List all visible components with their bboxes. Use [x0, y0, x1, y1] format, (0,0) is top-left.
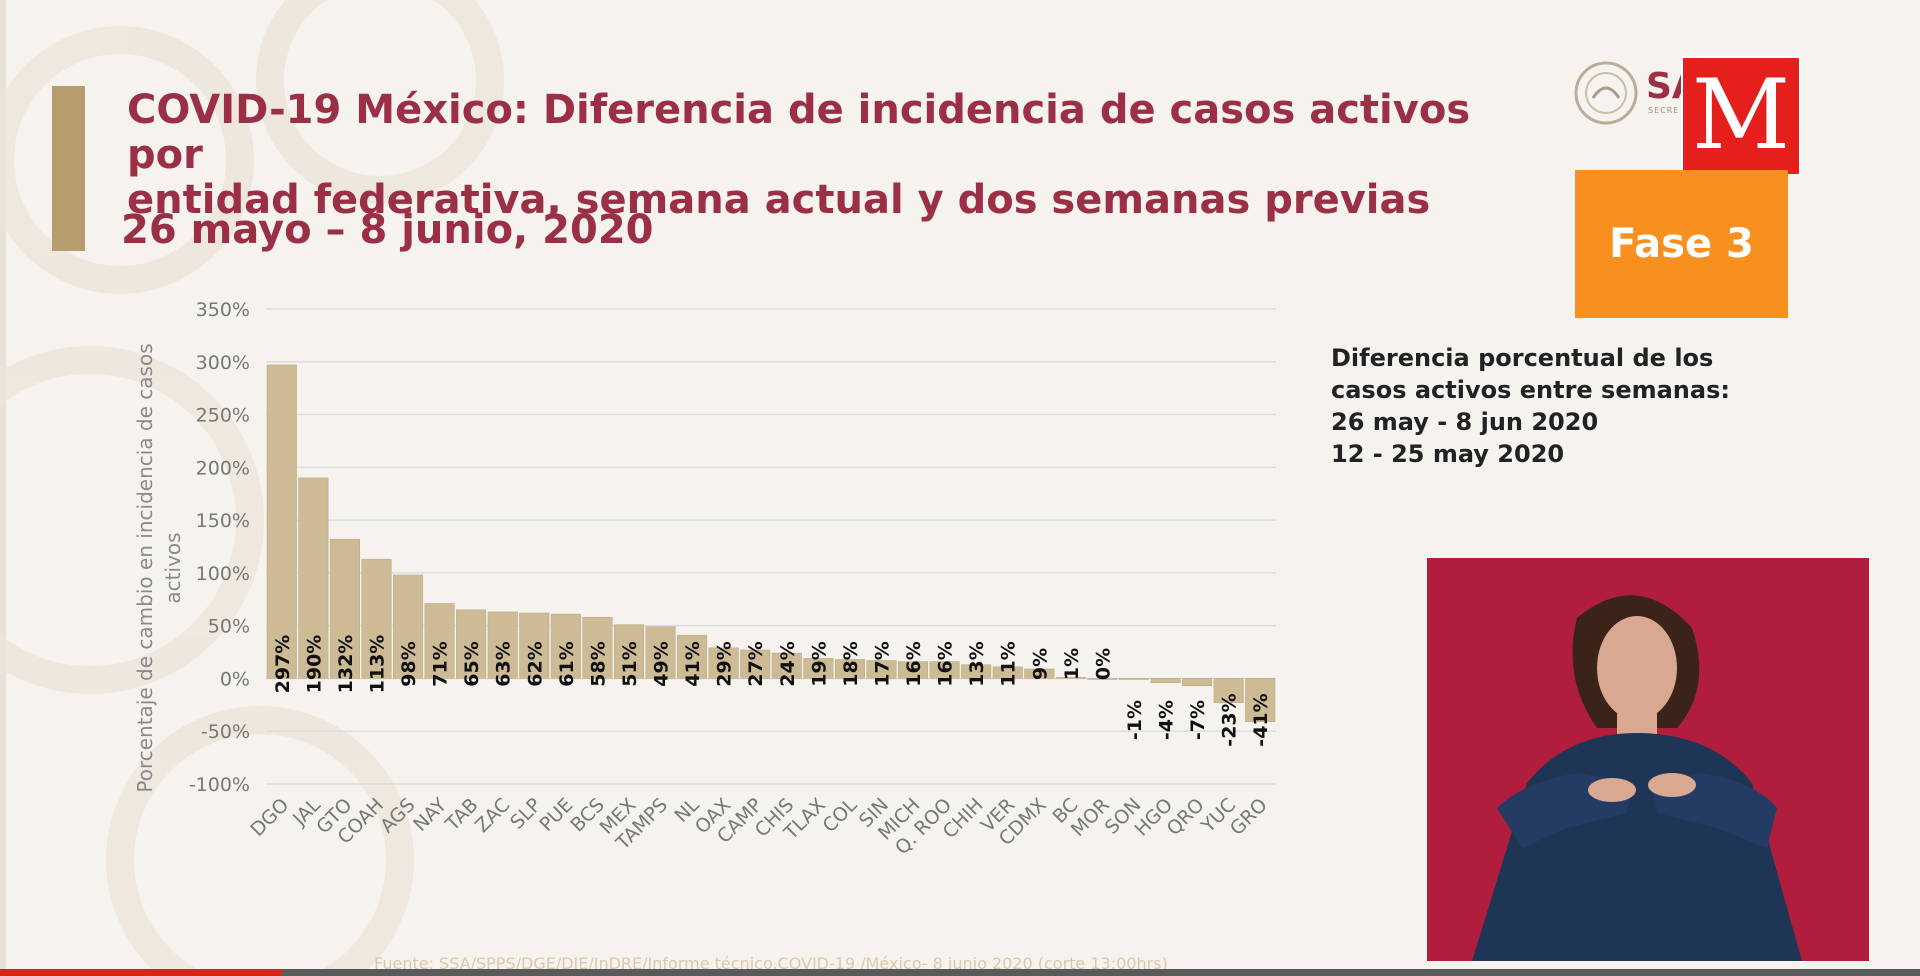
y-tick-label: 350%	[196, 299, 250, 321]
government-seal-icon	[1574, 61, 1638, 125]
bar	[898, 661, 929, 679]
bar	[487, 611, 518, 679]
data-label: 297%	[272, 635, 294, 694]
data-label: -7%	[1187, 700, 1209, 740]
data-label: 51%	[619, 641, 641, 686]
y-tick-label: 200%	[196, 457, 250, 479]
bar	[740, 649, 771, 679]
bar	[677, 634, 708, 679]
data-label: 71%	[430, 641, 452, 686]
y-tick-label: 50%	[208, 616, 250, 638]
data-label: 19%	[808, 641, 830, 686]
bar	[550, 613, 581, 679]
data-label: 58%	[587, 641, 609, 686]
milenio-logo: M	[1681, 56, 1801, 176]
data-label: 0%	[1092, 648, 1114, 680]
gov-logo-subtext: SECRE	[1648, 106, 1680, 115]
bar	[708, 647, 739, 679]
y-tick-label: 100%	[196, 563, 250, 585]
bar	[929, 661, 960, 679]
data-label: -23%	[1219, 693, 1241, 746]
y-tick-label: 300%	[196, 352, 250, 374]
data-label: 63%	[493, 641, 515, 686]
data-label: 9%	[1029, 648, 1051, 680]
data-label: 49%	[651, 641, 673, 686]
phase-badge: Fase 3	[1575, 170, 1788, 318]
data-label: 24%	[777, 641, 799, 686]
y-tick-label: 250%	[196, 405, 250, 427]
legend-note: Diferencia porcentual de los casos activ…	[1331, 342, 1730, 470]
bar	[266, 364, 297, 679]
title-line-2: entidad federativa, semana actual y dos …	[127, 177, 1431, 223]
bar	[613, 624, 644, 679]
data-label: 11%	[998, 641, 1020, 686]
y-tick-label: 0%	[220, 668, 250, 690]
bar	[866, 660, 897, 679]
bar	[1024, 668, 1055, 679]
data-label: 62%	[524, 641, 546, 686]
bar	[803, 658, 834, 679]
y-tick-label: -100%	[189, 774, 250, 796]
data-label: 41%	[682, 641, 704, 686]
bar	[771, 652, 802, 679]
legend-line-1: Diferencia porcentual de los	[1331, 344, 1714, 372]
bar	[456, 609, 487, 679]
video-progress-fill[interactable]	[0, 969, 282, 976]
data-label: 65%	[461, 641, 483, 686]
bar	[992, 666, 1023, 679]
bar	[1150, 678, 1181, 683]
data-label: 13%	[966, 641, 988, 686]
data-label: 98%	[398, 641, 420, 686]
bar	[1087, 678, 1118, 680]
bar	[329, 538, 360, 679]
data-label: -4%	[1156, 700, 1178, 740]
bar	[1182, 678, 1213, 687]
y-tick-label: -50%	[201, 721, 250, 743]
bar	[1055, 677, 1086, 679]
data-label: 1%	[1061, 648, 1083, 680]
data-label: 18%	[840, 641, 862, 686]
x-tick-label: SLP	[506, 794, 546, 834]
legend-line-3: 26 may - 8 jun 2020	[1331, 408, 1599, 436]
bar	[393, 574, 424, 679]
data-label: 16%	[935, 641, 957, 686]
bar	[1245, 678, 1276, 722]
x-tick-label: GRO	[1226, 794, 1272, 840]
data-label: 190%	[303, 635, 325, 694]
video-progress-track[interactable]	[0, 969, 1920, 976]
left-edge	[0, 0, 6, 976]
x-tick-label: DGO	[246, 794, 293, 841]
bar	[582, 616, 613, 679]
interpreter-figure	[1427, 558, 1869, 961]
data-label: -1%	[1124, 700, 1146, 740]
page-title: COVID-19 México: Diferencia de incidenci…	[127, 88, 1547, 223]
bar	[298, 477, 329, 679]
source-note: Fuente: SSA/SPPS/DGE/DIE/InDRE/Informe t…	[374, 954, 1168, 973]
bar	[961, 664, 992, 679]
bar	[834, 659, 865, 679]
title-line-1: COVID-19 México: Diferencia de incidenci…	[127, 87, 1471, 178]
data-label: 132%	[335, 635, 357, 694]
data-label: 29%	[714, 641, 736, 686]
bar	[519, 612, 550, 679]
legend-line-4: 12 - 25 may 2020	[1331, 440, 1565, 468]
data-label: 113%	[366, 635, 388, 694]
data-label: 61%	[556, 641, 578, 686]
bar	[645, 626, 676, 679]
title-accent-bar	[52, 86, 85, 251]
bar	[1213, 678, 1244, 703]
data-label: 17%	[871, 641, 893, 686]
data-label: 27%	[745, 641, 767, 686]
data-label: 16%	[903, 641, 925, 686]
date-range-subtitle: 26 mayo – 8 junio, 2020	[121, 207, 654, 253]
y-tick-label: 150%	[196, 510, 250, 532]
sign-language-interpreter-video	[1427, 558, 1869, 961]
bar	[1118, 678, 1149, 680]
data-label: -41%	[1250, 693, 1272, 746]
bar	[361, 558, 392, 679]
bar	[424, 603, 455, 679]
legend-line-2: casos activos entre semanas:	[1331, 376, 1730, 404]
